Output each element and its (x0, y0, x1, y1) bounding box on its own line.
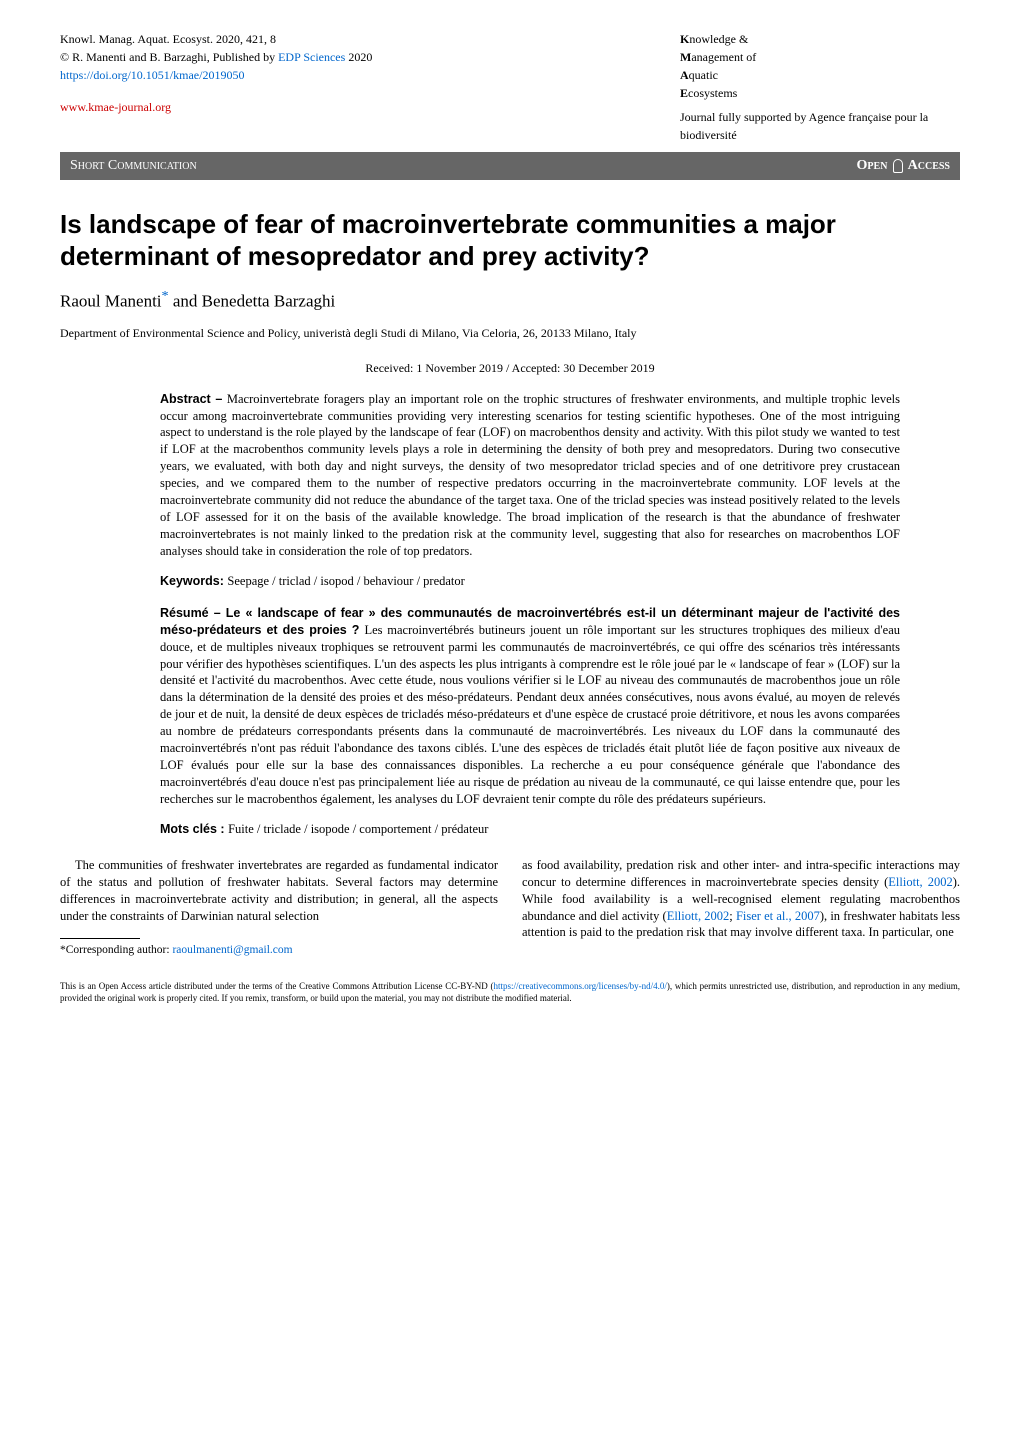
motscles-block: Mots clés : Fuite / triclade / isopode /… (160, 821, 900, 839)
header-left: Knowl. Manag. Aquat. Ecosyst. 2020, 421,… (60, 30, 372, 144)
body-para-2: as food availability, predation risk and… (522, 857, 960, 941)
body-columns: The communities of freshwater invertebra… (60, 857, 960, 959)
abstract-label: Abstract – (160, 392, 227, 406)
copyright-line: © R. Manenti and B. Barzaghi, Published … (60, 48, 372, 66)
open-access-badge: Open Access (857, 156, 950, 176)
article-dates: Received: 1 November 2019 / Accepted: 30… (60, 360, 960, 377)
section-label: Short Communication (70, 156, 197, 176)
kmae-line1: Knowledge & (680, 30, 960, 48)
ref-fiser-2007[interactable]: Fiser et al., 2007 (736, 909, 820, 923)
section-bar: Short Communication Open Access (60, 152, 960, 180)
resume-text: Les macroinvertébrés butineurs jouent un… (160, 623, 900, 806)
kmae-line3: Aquatic (680, 66, 960, 84)
license-url[interactable]: https://creativecommons.org/licenses/by-… (494, 981, 667, 991)
header-right: Knowledge & Management of Aquatic Ecosys… (680, 30, 960, 144)
journal-url[interactable]: www.kmae-journal.org (60, 98, 372, 116)
article-title: Is landscape of fear of macroinvertebrat… (60, 208, 960, 273)
citation-line: Knowl. Manag. Aquat. Ecosyst. 2020, 421,… (60, 30, 372, 48)
publisher-link[interactable]: EDP Sciences (278, 50, 345, 64)
column-left: The communities of freshwater invertebra… (60, 857, 498, 959)
open-access-icon (893, 159, 903, 173)
footnote-separator (60, 938, 140, 939)
doi-link[interactable]: https://doi.org/10.1051/kmae/2019050 (60, 66, 372, 84)
column-right: as food availability, predation risk and… (522, 857, 960, 959)
resume-block: Résumé – Le « landscape of fear » des co… (160, 605, 900, 808)
corresponding-footnote: *Corresponding author: raoulmanenti@gmai… (60, 943, 498, 959)
keywords-label: Keywords: (160, 574, 227, 588)
authors: Raoul Manenti* and Benedetta Barzaghi (60, 287, 960, 313)
keywords-text: Seepage / triclad / isopod / behaviour /… (227, 574, 464, 588)
abstract-block: Abstract – Macroinvertebrate foragers pl… (160, 391, 900, 560)
author-2: and Benedetta Barzaghi (169, 291, 336, 310)
support-text: Journal fully supported by Agence frança… (680, 108, 960, 144)
corresponding-star[interactable]: * (162, 288, 169, 304)
kmae-line4: Ecosystems (680, 84, 960, 102)
motscles-text: Fuite / triclade / isopode / comportemen… (228, 822, 488, 836)
kmae-line2: Management of (680, 48, 960, 66)
body-para-1: The communities of freshwater invertebra… (60, 857, 498, 925)
license-text: This is an Open Access article distribut… (60, 981, 960, 1004)
page-header: Knowl. Manag. Aquat. Ecosyst. 2020, 421,… (60, 30, 960, 144)
author-email[interactable]: raoulmanenti@gmail.com (172, 944, 292, 956)
ref-elliott-2002b[interactable]: Elliott, 2002 (667, 909, 730, 923)
abstract-text: Macroinvertebrate foragers play an impor… (160, 392, 900, 558)
motscles-label: Mots clés : (160, 822, 228, 836)
author-1: Raoul Manenti (60, 291, 162, 310)
keywords-block: Keywords: Seepage / triclad / isopod / b… (160, 573, 900, 591)
affiliation: Department of Environmental Science and … (60, 325, 960, 342)
ref-elliott-2002a[interactable]: Elliott, 2002 (888, 875, 952, 889)
